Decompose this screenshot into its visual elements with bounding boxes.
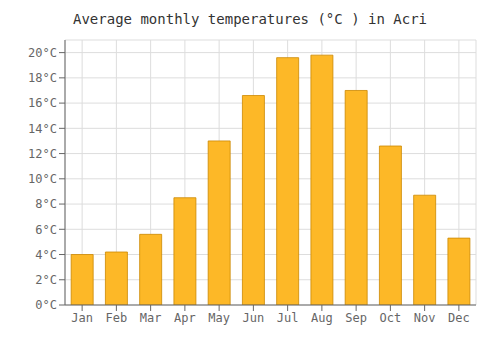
html-text:Average monthly temperatures (: Average monthly temperatures (°C ) in Ac…	[73, 11, 427, 27]
svg-text:0°C: 0°C	[35, 298, 57, 312]
svg-text:Jul: Jul	[277, 311, 299, 325]
svg-text:10°C: 10°C	[28, 172, 57, 186]
svg-text:Feb: Feb	[106, 311, 128, 325]
svg-text:Jan: Jan	[71, 311, 93, 325]
svg-text:Dec: Dec	[448, 311, 470, 325]
svg-text:Jun: Jun	[243, 311, 265, 325]
svg-text:8°C: 8°C	[35, 197, 57, 211]
svg-text:Apr: Apr	[174, 311, 196, 325]
svg-text:6°C: 6°C	[35, 223, 57, 237]
svg-text:Aug: Aug	[311, 311, 333, 325]
svg-text:20°C: 20°C	[28, 46, 57, 60]
svg-text:4°C: 4°C	[35, 248, 57, 262]
svg-text:14°C: 14°C	[28, 122, 57, 136]
svg-text:Mar: Mar	[140, 311, 162, 325]
svg-text:Sep: Sep	[345, 311, 367, 325]
svg-text:12°C: 12°C	[28, 147, 57, 161]
svg-text:2°C: 2°C	[35, 273, 57, 287]
svg-text:18°C: 18°C	[28, 71, 57, 85]
svg-text:16°C: 16°C	[28, 96, 57, 110]
svg-text:Nov: Nov	[414, 311, 436, 325]
svg-text:May: May	[208, 311, 230, 325]
svg-text:Oct: Oct	[380, 311, 402, 325]
